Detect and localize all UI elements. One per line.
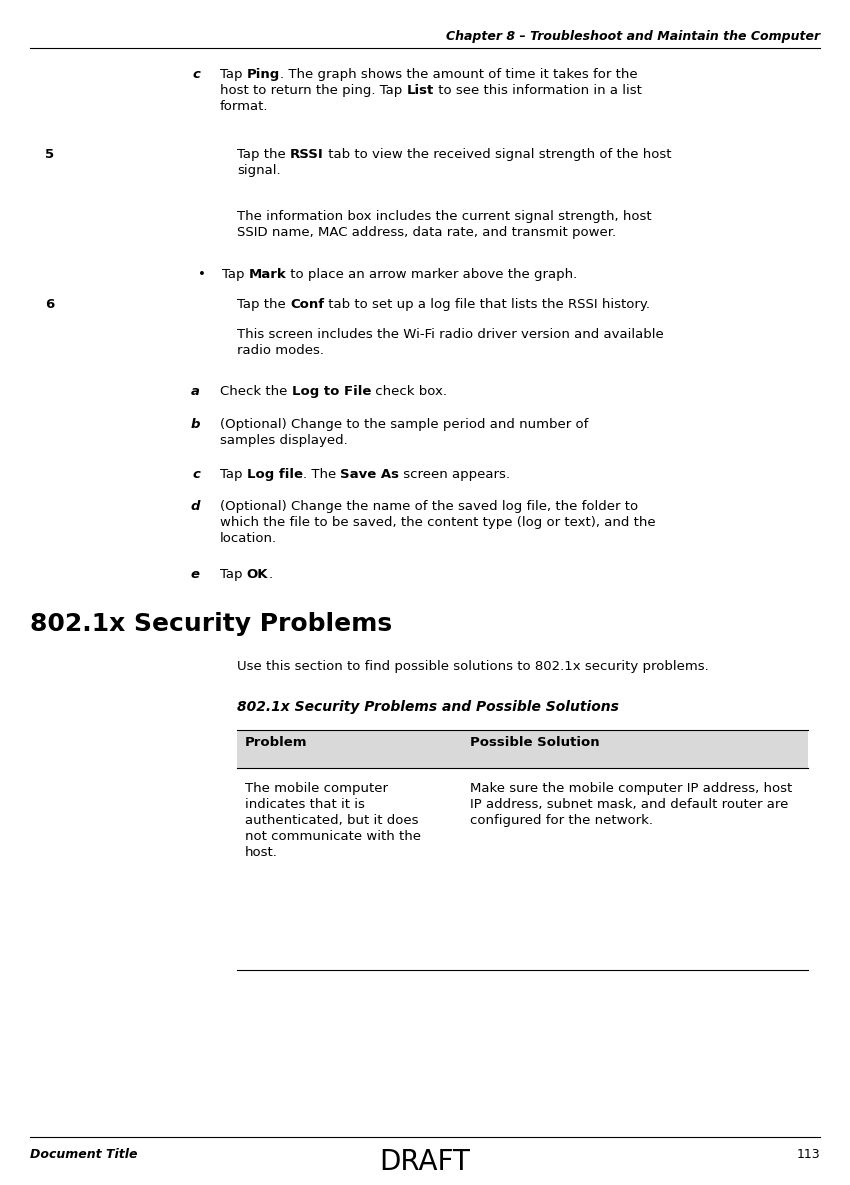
Text: to see this information in a list: to see this information in a list (434, 84, 642, 97)
Text: Check the: Check the (220, 385, 292, 398)
Text: host to return the ping. Tap: host to return the ping. Tap (220, 84, 406, 97)
Text: Tap the: Tap the (237, 148, 290, 161)
Text: Mark: Mark (249, 268, 286, 281)
Text: RSSI: RSSI (290, 148, 324, 161)
Text: IP address, subnet mask, and default router are: IP address, subnet mask, and default rou… (470, 798, 788, 811)
Text: The mobile computer: The mobile computer (245, 782, 388, 795)
Text: Problem: Problem (245, 736, 308, 749)
Text: c: c (192, 68, 200, 81)
Text: d: d (190, 500, 200, 513)
Text: which the file to be saved, the content type (log or text), and the: which the file to be saved, the content … (220, 515, 655, 529)
Text: (Optional) Change the name of the saved log file, the folder to: (Optional) Change the name of the saved … (220, 500, 638, 513)
Text: Log to File: Log to File (292, 385, 371, 398)
Text: 113: 113 (796, 1148, 820, 1161)
Text: signal.: signal. (237, 164, 280, 177)
Text: tab to view the received signal strength of the host: tab to view the received signal strength… (324, 148, 672, 161)
Text: Tap: Tap (220, 468, 246, 481)
Text: .: . (269, 568, 272, 581)
Text: Tap: Tap (222, 268, 249, 281)
Text: location.: location. (220, 532, 277, 545)
Text: . The graph shows the amount of time it takes for the: . The graph shows the amount of time it … (280, 68, 638, 81)
Text: Conf: Conf (290, 297, 324, 310)
Text: •: • (198, 268, 206, 281)
Text: radio modes.: radio modes. (237, 344, 324, 357)
Text: Document Title: Document Title (30, 1148, 138, 1161)
Text: Tap the: Tap the (237, 297, 290, 310)
Text: host.: host. (245, 846, 278, 859)
Text: SSID name, MAC address, data rate, and transmit power.: SSID name, MAC address, data rate, and t… (237, 226, 616, 239)
Text: Log file: Log file (246, 468, 303, 481)
Text: Possible Solution: Possible Solution (470, 736, 599, 749)
Text: DRAFT: DRAFT (380, 1148, 470, 1176)
Text: authenticated, but it does: authenticated, but it does (245, 814, 418, 827)
Text: 6: 6 (45, 297, 54, 310)
Text: Tap: Tap (220, 568, 246, 581)
Text: 5: 5 (45, 148, 54, 161)
Text: . The: . The (303, 468, 340, 481)
Text: 802.1x Security Problems and Possible Solutions: 802.1x Security Problems and Possible So… (237, 700, 619, 715)
Text: to place an arrow marker above the graph.: to place an arrow marker above the graph… (286, 268, 578, 281)
Text: Save As: Save As (340, 468, 399, 481)
Text: (Optional) Change to the sample period and number of: (Optional) Change to the sample period a… (220, 418, 588, 431)
Text: e: e (191, 568, 200, 581)
Text: screen appears.: screen appears. (400, 468, 510, 481)
Text: format.: format. (220, 100, 269, 113)
Text: Make sure the mobile computer IP address, host: Make sure the mobile computer IP address… (470, 782, 792, 795)
Text: c: c (192, 468, 200, 481)
Text: check box.: check box. (371, 385, 447, 398)
Text: Ping: Ping (246, 68, 280, 81)
Text: samples displayed.: samples displayed. (220, 434, 348, 447)
Text: b: b (190, 418, 200, 431)
Text: List: List (406, 84, 434, 97)
Text: OK: OK (246, 568, 269, 581)
Text: configured for the network.: configured for the network. (470, 814, 653, 827)
Text: This screen includes the Wi-Fi radio driver version and available: This screen includes the Wi-Fi radio dri… (237, 328, 664, 341)
Text: Chapter 8 – Troubleshoot and Maintain the Computer: Chapter 8 – Troubleshoot and Maintain th… (446, 30, 820, 43)
Bar (237, 730, 808, 768)
Text: indicates that it is: indicates that it is (245, 798, 365, 811)
Text: a: a (191, 385, 200, 398)
Text: not communicate with the: not communicate with the (245, 830, 421, 843)
Text: Use this section to find possible solutions to 802.1x security problems.: Use this section to find possible soluti… (237, 660, 709, 673)
Text: The information box includes the current signal strength, host: The information box includes the current… (237, 210, 652, 223)
Text: Tap: Tap (220, 68, 246, 81)
Text: 802.1x Security Problems: 802.1x Security Problems (30, 611, 392, 636)
Text: tab to set up a log file that lists the RSSI history.: tab to set up a log file that lists the … (324, 297, 650, 310)
